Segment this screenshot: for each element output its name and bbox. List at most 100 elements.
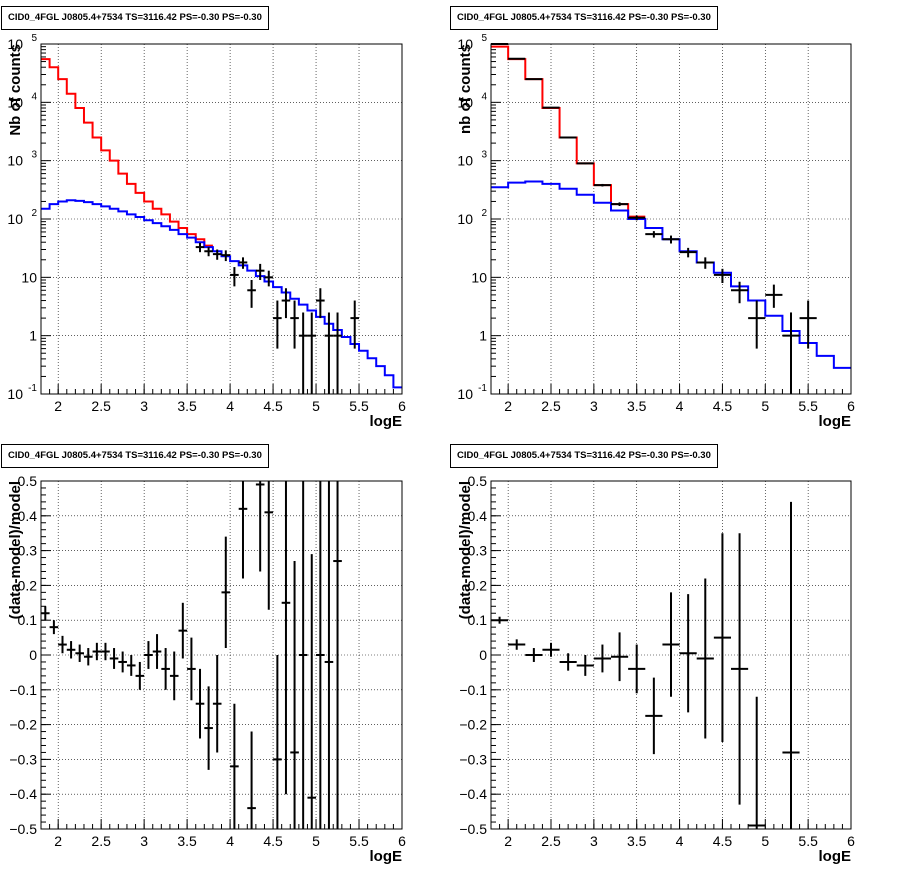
x-tick-label: 3 [140,833,148,849]
y-tick-exponent: 4 [31,91,37,102]
y-tick-label: 0 [479,647,487,663]
model-step-line [491,45,646,218]
residual-plot: 2 2.5 3 3.5 4 4.5 5 5.5 6 −0.5 −0.4 −0.3 −0.2 −0.1 0 0.… [7,473,406,865]
y-tick-label: 10 [7,94,23,110]
pad-title: CID0_4FGL J0805.4+7534 TS=3116.42 PS=-0.… [450,444,718,468]
pad-top-right: CID0_4FGL J0805.4+7534 TS=3116.42 PS=-0.… [449,0,898,437]
y-tick-label: 0.2 [18,577,38,593]
x-tick-label: 4.5 [713,398,733,414]
y-tick-label: 0.1 [18,612,38,628]
x-tick-label: 2.5 [541,398,561,414]
y-axis-label: Nb of counts [7,44,24,136]
x-tick-label: 3.5 [627,833,647,849]
y-tick-label: 0.4 [468,508,488,524]
plot-frame [40,43,403,395]
x-tick-label: 2 [54,398,62,414]
x-tick-label: 4.5 [263,398,283,414]
pad-title: CID0_4FGL J0805.4+7534 TS=3116.42 PS=-0.… [450,6,718,30]
y-tick-label: −0.3 [459,751,487,767]
y-tick-label: 10 [21,269,37,285]
x-tick-label: 4.5 [713,833,733,849]
x-tick-label: 5 [761,833,769,849]
y-tick-label: 1 [479,328,487,344]
y-tick-label: 10 [457,36,473,52]
x-tick-label: 6 [398,398,406,414]
pad-bottom-right: CID0_4FGL J0805.4+7534 TS=3116.42 PS=-0.… [449,437,898,875]
x-tick-label: 4 [226,398,234,414]
x-tick-label: 2.5 [541,833,561,849]
pad-title: CID0_4FGL J0805.4+7534 TS=3116.42 PS=-0.… [1,444,269,468]
x-axis-label: logE [370,413,403,430]
y-tick-exponent: -1 [28,383,37,394]
y-tick-exponent: -1 [478,383,487,394]
x-tick-label: 4 [676,398,684,414]
y-tick-label: 0.1 [468,612,488,628]
y-tick-label: −0.1 [9,682,37,698]
y-tick-label: −0.2 [9,717,37,733]
y-tick-label: 0.5 [18,473,38,489]
y-tick-exponent: 3 [481,150,487,161]
x-tick-label: 6 [398,833,406,849]
y-tick-label: −0.1 [459,682,487,698]
x-tick-label: 4 [676,833,684,849]
y-tick-label: 10 [457,153,473,169]
y-tick-label: 10 [471,269,487,285]
x-tick-label: 4.5 [263,833,283,849]
y-tick-label: 0 [29,647,37,663]
y-tick-label: 10 [7,386,23,402]
model-step-line [491,180,851,369]
y-tick-label: −0.5 [459,821,487,837]
y-axis-label: (data-model)/model [7,481,24,619]
residual-plot: 2 2.5 3 3.5 4 4.5 5 5.5 6 −0.5 −0.4 −0.3 −0.2 −0.1 0 0.… [457,473,855,865]
y-tick-exponent: 4 [481,91,487,102]
counts-plot: 2 2.5 3 3.5 4 4.5 5 5.5 6 10 -1 1 10 10 2 10 3 10 4 10 5 logE… [457,33,855,430]
pad-bottom-left: CID0_4FGL J0805.4+7534 TS=3116.42 PS=-0.… [0,437,449,875]
y-tick-label: −0.3 [9,751,37,767]
x-tick-label: 5 [761,398,769,414]
x-tick-label: 2.5 [91,398,111,414]
y-tick-exponent: 5 [31,33,37,44]
y-tick-label: −0.5 [9,821,37,837]
y-tick-label: 10 [457,386,473,402]
y-tick-label: 0.4 [18,508,38,524]
pad-top-left: CID0_4FGL J0805.4+7534 TS=3116.42 PS=-0.… [0,0,449,437]
x-tick-label: 3.5 [177,833,197,849]
x-axis-label: logE [819,413,852,430]
y-tick-label: 10 [7,36,23,52]
plot-frame [490,43,852,395]
y-tick-label: 0.5 [468,473,488,489]
plot-frame [40,480,403,830]
model-step-line [41,199,402,389]
y-axis-label: nb of counts [457,44,474,134]
y-tick-label: 10 [457,211,473,227]
y-tick-label: −0.4 [9,786,37,802]
y-tick-label: 0.3 [18,543,38,559]
x-axis-label: logE [370,848,403,865]
y-tick-exponent: 5 [481,33,487,44]
y-tick-label: 0.2 [468,577,488,593]
x-tick-label: 2.5 [91,833,111,849]
x-tick-label: 3 [590,398,598,414]
y-tick-label: −0.2 [459,717,487,733]
x-tick-label: 2 [504,833,512,849]
y-tick-exponent: 2 [481,208,487,219]
x-tick-label: 2 [504,398,512,414]
x-tick-label: 5.5 [798,398,818,414]
x-tick-label: 3 [590,833,598,849]
x-tick-label: 3 [140,398,148,414]
y-tick-exponent: 3 [31,150,37,161]
x-tick-label: 5.5 [349,398,369,414]
y-tick-label: −0.4 [459,786,487,802]
x-tick-label: 5.5 [798,833,818,849]
x-tick-label: 2 [54,833,62,849]
y-tick-label: 10 [7,153,23,169]
y-tick-label: 1 [29,328,37,344]
y-tick-label: 0.3 [468,543,488,559]
x-tick-label: 6 [847,398,855,414]
x-tick-label: 4 [226,833,234,849]
y-tick-exponent: 2 [31,208,37,219]
x-axis-label: logE [819,848,852,865]
x-tick-label: 6 [847,833,855,849]
pad-title: CID0_4FGL J0805.4+7534 TS=3116.42 PS=-0.… [1,6,269,30]
y-axis-label: (data-model)/model [457,481,474,619]
